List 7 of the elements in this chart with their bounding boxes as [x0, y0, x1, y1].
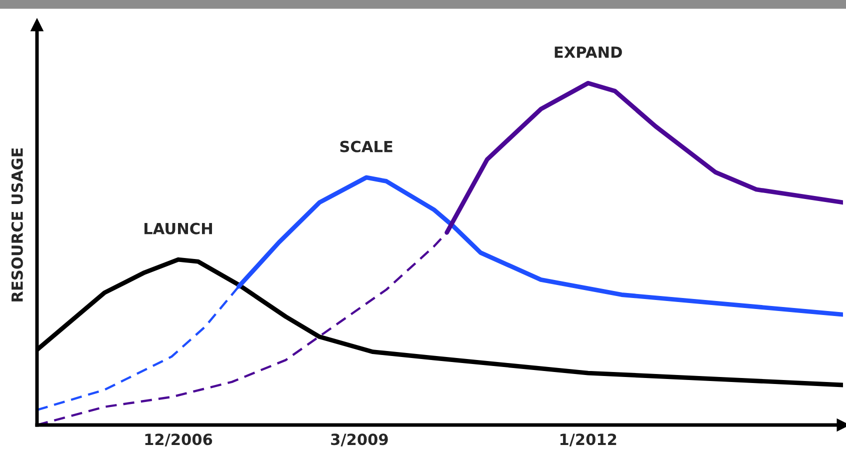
x-tick-label: 1/2012 [560, 434, 616, 446]
series-label: SCALE [340, 140, 392, 152]
x-tick-label: 3/2009 [331, 434, 388, 446]
text: LAUNCH [144, 222, 212, 234]
x-tick-label: 12/2006 [145, 434, 212, 446]
y-axis-title: RESOURCE USAGE [11, 148, 23, 302]
text: EXPAND [554, 46, 622, 58]
